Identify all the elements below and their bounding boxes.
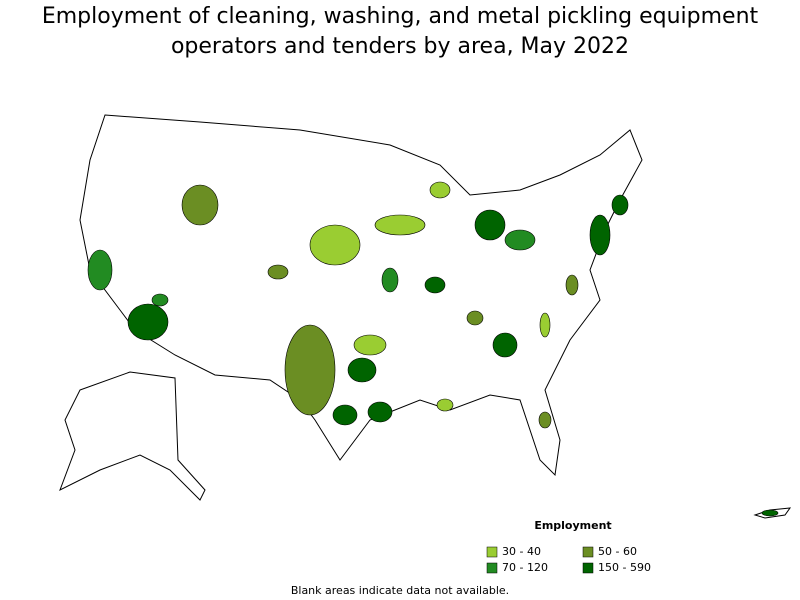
area: [436, 398, 454, 412]
legend-swatch: [582, 546, 594, 558]
area: [611, 194, 629, 216]
chart-title: Employment of cleaning, washing, and met…: [41, 4, 759, 59]
area: [589, 214, 611, 256]
area: [309, 224, 361, 266]
legend-label: 70 - 120: [502, 561, 548, 574]
area: [347, 357, 377, 383]
area: [374, 214, 426, 236]
area: [381, 267, 399, 293]
area: [332, 404, 358, 426]
area: [565, 274, 579, 296]
legend-label: 150 - 590: [598, 561, 651, 574]
area: [151, 293, 169, 307]
area: [466, 310, 484, 326]
area: [424, 276, 446, 294]
area: [353, 334, 387, 356]
area: [284, 324, 336, 416]
area: [539, 312, 551, 338]
us-mainland: [79, 114, 643, 477]
legend-label: 30 - 40: [502, 545, 541, 558]
legend: 30 - 40 50 - 60 70 - 120 150 - 590: [486, 545, 651, 574]
area: [538, 411, 552, 429]
area: [87, 249, 113, 291]
legend-label: 50 - 60: [598, 545, 637, 558]
note: Blank areas indicate data not available.: [291, 584, 509, 597]
area: [474, 209, 506, 241]
area: [492, 332, 518, 358]
area: [504, 229, 536, 251]
area: [127, 303, 169, 341]
area: [181, 184, 219, 226]
area: [761, 509, 779, 517]
legend-title: Employment: [534, 519, 611, 532]
legend-swatch: [582, 562, 594, 574]
legend-swatch: [486, 562, 498, 574]
alaska: [59, 371, 206, 501]
employment-areas: [87, 181, 779, 517]
area: [367, 401, 393, 423]
area: [267, 264, 289, 280]
legend-swatch: [486, 546, 498, 558]
area: [429, 181, 451, 199]
